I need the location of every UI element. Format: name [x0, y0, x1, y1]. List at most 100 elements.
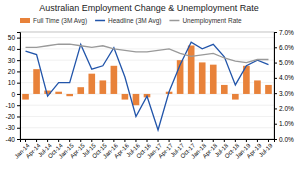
bar [77, 87, 84, 94]
tick-label: 7.0% [279, 29, 294, 36]
tick-label: 5.0% [279, 59, 294, 66]
tick-label: 20 [8, 68, 16, 75]
title: Australian Employment Change & Unemploym… [39, 3, 259, 13]
tick-mark [69, 139, 70, 142]
marks [22, 42, 272, 130]
tick-mark [274, 47, 277, 48]
tick-mark [113, 139, 114, 142]
bar [88, 74, 95, 94]
tick-mark [58, 139, 59, 142]
y2-axis: 0.0%1.0%2.0%3.0%4.0%5.0%6.0%7.0% [274, 29, 294, 143]
tick-mark [17, 60, 20, 61]
tick: -30 [6, 124, 20, 131]
tick-mark [135, 139, 136, 142]
tick-mark [102, 139, 103, 142]
tick-mark [17, 139, 20, 140]
tick-mark [235, 139, 236, 142]
line [26, 44, 269, 62]
tick-label: -20 [6, 113, 16, 120]
chart: Australian Employment Change & Unemploym… [0, 0, 298, 169]
tick-label: 50 [8, 34, 16, 41]
tick: 0.0% [274, 136, 294, 143]
x-axis: Jan-14Apr-14Jul-14Oct-14Jan-15Apr-15Jul-… [13, 139, 274, 160]
plot-frame [20, 32, 274, 139]
tick-mark [80, 139, 81, 142]
tick-mark [17, 116, 20, 117]
bar [232, 94, 239, 100]
tick-label: 3.0% [279, 90, 294, 97]
tick-mark [17, 105, 20, 106]
legend-item: Headline (3M Avg) [95, 17, 161, 25]
axis-line [21, 140, 275, 143]
legend-label: Unemployment Rate [182, 17, 242, 25]
bar [111, 66, 118, 94]
tick-mark [274, 93, 277, 94]
plot-area: -40-30-20-10010203040500.0%1.0%2.0%3.0%4… [6, 29, 294, 160]
tick-label: 2.0% [279, 105, 294, 112]
tick: 3.0% [274, 90, 294, 97]
legend: Full Time (3M Avg) Headline (3M Avg) Unemp… [20, 17, 242, 25]
tick-mark [274, 32, 277, 33]
tick-mark [158, 139, 159, 142]
line [26, 42, 269, 130]
tick-label: 10 [8, 79, 16, 86]
bar [210, 65, 217, 94]
legend-label: Headline (3M Avg) [108, 17, 161, 25]
axis-line [275, 33, 278, 140]
plot-background [20, 32, 274, 139]
tick-mark [36, 139, 37, 142]
tick-mark [202, 139, 203, 142]
tick-mark [124, 139, 125, 142]
tick-mark [17, 49, 20, 50]
bar [254, 80, 261, 94]
bar [55, 92, 62, 94]
tick-mark [224, 139, 225, 142]
legend-swatch [169, 20, 179, 22]
tick: 50 [8, 34, 20, 41]
tick-mark [274, 108, 277, 109]
bar [33, 69, 40, 94]
grid [20, 38, 274, 139]
tick: 30 [8, 57, 20, 64]
tick: -40 [6, 136, 20, 143]
tick-mark [213, 139, 214, 142]
tick-mark [246, 139, 247, 142]
tick-mark [17, 94, 20, 95]
tick-mark [17, 38, 20, 39]
tick-mark [147, 139, 148, 142]
y-axis: -40-30-20-1001020304050 [6, 33, 21, 143]
tick-mark [91, 139, 92, 142]
grid-line [20, 48, 274, 49]
legend-swatch [20, 18, 30, 23]
tick-mark [17, 83, 20, 84]
tick-mark [257, 139, 258, 142]
tick-mark [274, 78, 277, 79]
bar [221, 85, 228, 94]
legend-swatch [95, 20, 105, 22]
tick-mark [274, 63, 277, 64]
bar [265, 85, 272, 94]
legend-label: Full Time (3M Avg) [33, 17, 87, 25]
tick-mark [47, 139, 48, 142]
tick: 6.0% [274, 44, 294, 51]
tick-mark [180, 139, 181, 142]
grid-line [20, 71, 274, 72]
tick-label: 40 [8, 45, 16, 52]
tick: 20 [8, 68, 20, 75]
grid-line [20, 116, 274, 117]
tick: 2.0% [274, 105, 294, 112]
tick-mark [268, 139, 269, 142]
tick-mark [191, 139, 192, 142]
tick: 10 [8, 79, 20, 86]
tick: -10 [6, 102, 20, 109]
axis-line [17, 33, 21, 140]
tick-label: 0.0% [279, 136, 294, 143]
tick-label: 6.0% [279, 44, 294, 51]
bar [66, 94, 73, 96]
bar [22, 94, 29, 100]
tick-label: 4.0% [279, 74, 294, 81]
tick-label: -40 [6, 136, 16, 143]
tick-mark [274, 124, 277, 125]
tick-label: Jul-19 [258, 142, 274, 158]
bar [155, 93, 162, 94]
